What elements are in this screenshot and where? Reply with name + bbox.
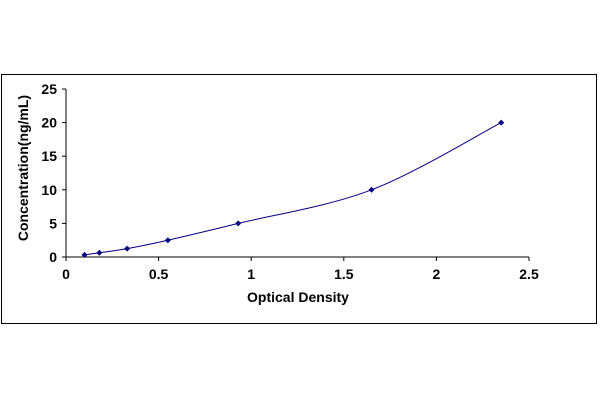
x-tick-label: 0 — [62, 266, 70, 282]
data-point-marker — [368, 186, 375, 193]
y-axis-title: Concentration(ng/mL) — [15, 95, 31, 241]
x-tick-label: 2 — [433, 266, 441, 282]
y-tick-label: 0 — [49, 249, 57, 265]
data-point-marker — [96, 249, 103, 256]
y-ticks: 0 5 10 15 20 25 — [41, 81, 66, 265]
y-tick-label: 10 — [41, 182, 57, 198]
y-tick-label: 15 — [41, 148, 57, 164]
data-point-marker — [124, 245, 131, 252]
data-point-marker — [81, 251, 88, 258]
x-axis-title: Optical Density — [247, 289, 349, 305]
data-point-marker — [235, 220, 242, 227]
data-point-marker — [498, 119, 505, 126]
x-tick-label: 0.5 — [149, 266, 169, 282]
x-tick-label: 2.5 — [519, 266, 539, 282]
data-point-marker — [164, 237, 171, 244]
data-points — [81, 119, 505, 258]
y-tick-label: 25 — [41, 81, 57, 97]
y-tick-label: 5 — [49, 215, 57, 231]
y-tick-label: 20 — [41, 115, 57, 131]
x-tick-label: 1.5 — [334, 266, 354, 282]
x-tick-label: 1 — [247, 266, 255, 282]
chart-frame — [1, 74, 597, 324]
fit-curve — [84, 122, 502, 256]
x-ticks: 0 0.5 1 1.5 2 2.5 — [62, 257, 539, 282]
axes — [65, 89, 529, 258]
